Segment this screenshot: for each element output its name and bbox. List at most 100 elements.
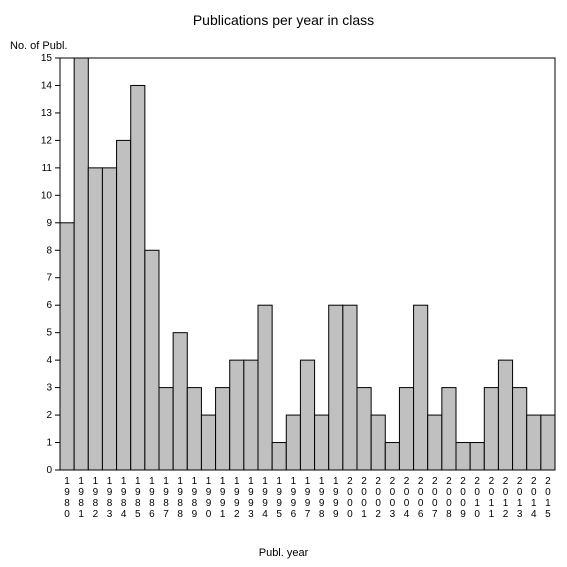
bar (484, 388, 498, 470)
publications-chart: Publications per year in class No. of Pu… (0, 0, 567, 567)
svg-text:9: 9 (220, 487, 226, 498)
svg-text:8: 8 (93, 498, 99, 509)
svg-text:2: 2 (347, 476, 353, 487)
bar (173, 333, 187, 470)
svg-text:2: 2 (46, 410, 52, 421)
bar (442, 388, 456, 470)
svg-text:7: 7 (46, 273, 52, 284)
svg-text:2: 2 (432, 476, 438, 487)
svg-text:0: 0 (206, 509, 212, 520)
svg-text:1: 1 (531, 498, 537, 509)
bar (145, 250, 159, 470)
svg-text:9: 9 (234, 487, 240, 498)
svg-text:0: 0 (545, 487, 551, 498)
svg-text:2: 2 (404, 476, 410, 487)
svg-text:0: 0 (347, 498, 353, 509)
bar (357, 388, 371, 470)
svg-text:3: 3 (517, 509, 523, 520)
svg-text:2: 2 (503, 476, 509, 487)
svg-text:9: 9 (333, 498, 339, 509)
svg-text:12: 12 (41, 135, 53, 146)
bar (470, 443, 484, 470)
svg-text:8: 8 (135, 498, 141, 509)
svg-text:0: 0 (64, 509, 70, 520)
svg-text:0: 0 (375, 487, 381, 498)
svg-text:8: 8 (192, 498, 198, 509)
svg-text:2: 2 (503, 509, 509, 520)
svg-text:9: 9 (93, 487, 99, 498)
svg-text:5: 5 (135, 509, 141, 520)
svg-text:9: 9 (262, 487, 268, 498)
chart-svg: 0123456789101112131415198019811982198319… (0, 0, 567, 567)
svg-text:1: 1 (474, 498, 480, 509)
svg-text:1: 1 (177, 476, 183, 487)
svg-text:9: 9 (135, 487, 141, 498)
svg-text:8: 8 (446, 509, 452, 520)
svg-text:3: 3 (248, 509, 254, 520)
svg-text:0: 0 (503, 487, 509, 498)
svg-text:1: 1 (248, 476, 254, 487)
svg-text:1: 1 (489, 498, 495, 509)
svg-text:0: 0 (390, 498, 396, 509)
svg-text:4: 4 (531, 509, 537, 520)
bar (88, 168, 102, 470)
svg-text:0: 0 (446, 487, 452, 498)
svg-text:9: 9 (107, 487, 113, 498)
svg-text:8: 8 (163, 498, 169, 509)
svg-text:9: 9 (177, 487, 183, 498)
svg-text:1: 1 (206, 476, 212, 487)
svg-text:15: 15 (41, 53, 53, 64)
svg-text:2: 2 (375, 476, 381, 487)
svg-text:2: 2 (446, 476, 452, 487)
svg-text:3: 3 (107, 509, 113, 520)
bar (159, 388, 173, 470)
svg-text:6: 6 (149, 509, 155, 520)
svg-text:0: 0 (404, 487, 410, 498)
svg-text:8: 8 (107, 498, 113, 509)
svg-text:9: 9 (192, 487, 198, 498)
svg-text:6: 6 (291, 509, 297, 520)
bar (541, 415, 555, 470)
svg-text:1: 1 (192, 476, 198, 487)
svg-text:9: 9 (78, 487, 84, 498)
svg-text:9: 9 (206, 498, 212, 509)
svg-text:8: 8 (319, 509, 325, 520)
svg-text:13: 13 (41, 108, 53, 119)
svg-text:5: 5 (545, 509, 551, 520)
svg-text:0: 0 (361, 487, 367, 498)
svg-text:2: 2 (474, 476, 480, 487)
svg-text:2: 2 (418, 476, 424, 487)
svg-text:1: 1 (545, 498, 551, 509)
svg-text:9: 9 (64, 487, 70, 498)
svg-text:1: 1 (93, 476, 99, 487)
svg-text:9: 9 (46, 218, 52, 229)
svg-text:9: 9 (163, 487, 169, 498)
svg-text:2: 2 (375, 509, 381, 520)
svg-text:9: 9 (234, 498, 240, 509)
svg-text:5: 5 (276, 509, 282, 520)
svg-text:1: 1 (262, 476, 268, 487)
svg-text:1: 1 (517, 498, 523, 509)
bar (315, 415, 329, 470)
svg-text:14: 14 (41, 80, 53, 91)
svg-text:8: 8 (64, 498, 70, 509)
bar (258, 305, 272, 470)
svg-text:0: 0 (418, 487, 424, 498)
svg-text:6: 6 (46, 300, 52, 311)
svg-text:9: 9 (319, 487, 325, 498)
svg-text:1: 1 (121, 476, 127, 487)
svg-text:1: 1 (361, 509, 367, 520)
bar (428, 415, 442, 470)
svg-text:0: 0 (489, 487, 495, 498)
svg-text:0: 0 (347, 509, 353, 520)
svg-text:9: 9 (276, 487, 282, 498)
svg-text:8: 8 (121, 498, 127, 509)
bar (286, 415, 300, 470)
svg-text:0: 0 (46, 465, 52, 476)
svg-text:1: 1 (333, 476, 339, 487)
svg-text:1: 1 (276, 476, 282, 487)
svg-text:1: 1 (149, 476, 155, 487)
svg-text:9: 9 (305, 498, 311, 509)
svg-text:9: 9 (305, 487, 311, 498)
svg-text:2: 2 (517, 476, 523, 487)
